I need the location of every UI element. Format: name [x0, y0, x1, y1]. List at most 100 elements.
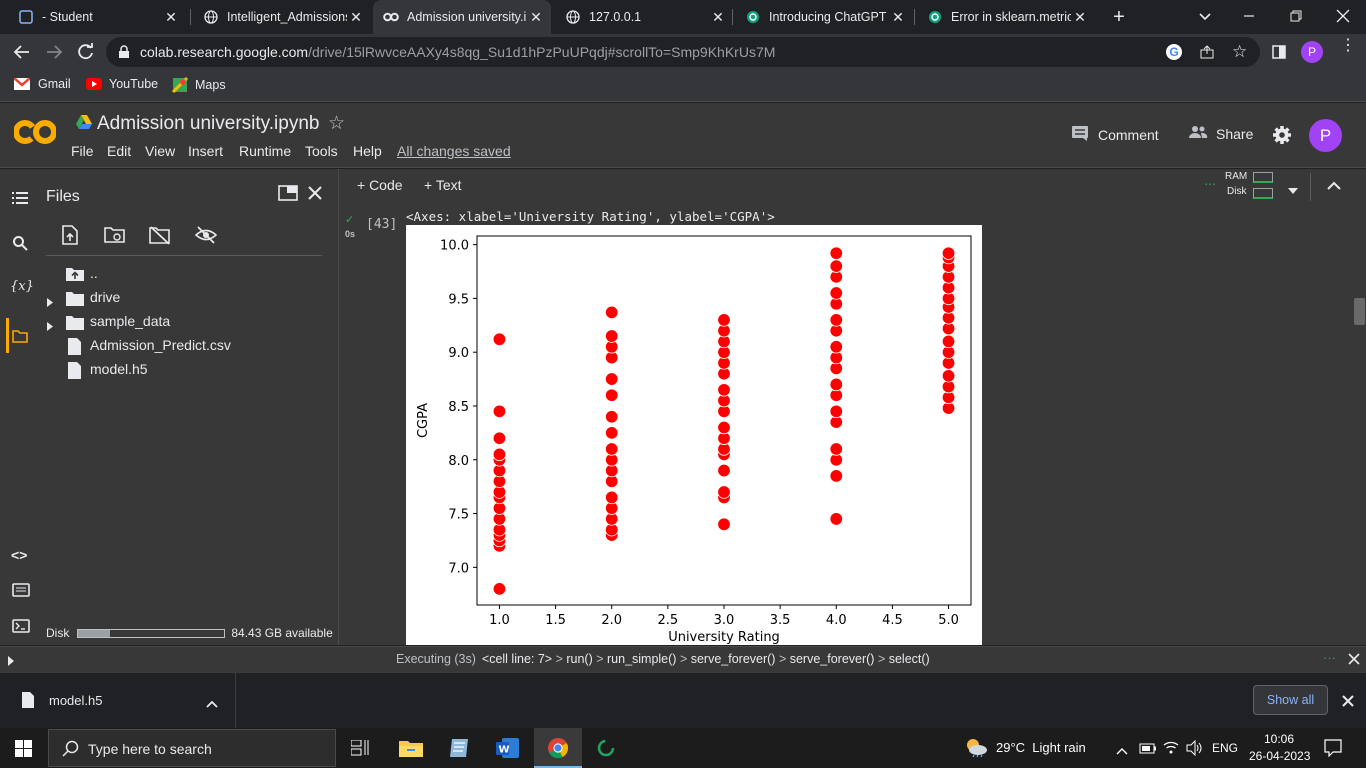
- bookmark-youtube[interactable]: YouTube: [86, 77, 158, 91]
- expand-arrow-icon[interactable]: [47, 318, 53, 334]
- wifi-icon[interactable]: [1163, 739, 1179, 758]
- collapse-header-icon[interactable]: [1327, 179, 1341, 194]
- forward-icon[interactable]: [44, 42, 64, 65]
- variables-icon[interactable]: {x}: [10, 279, 34, 294]
- folder-item[interactable]: sample_data: [38, 311, 328, 333]
- file-item[interactable]: model.h5: [38, 359, 328, 381]
- share-button[interactable]: Share: [1188, 125, 1253, 142]
- clock-time[interactable]: 10:06: [1264, 732, 1295, 746]
- task-view-icon[interactable]: [350, 739, 369, 759]
- menu-tools[interactable]: Tools: [305, 143, 338, 159]
- google-lens-icon[interactable]: G: [1166, 44, 1182, 60]
- windows-start-icon[interactable]: [15, 740, 32, 760]
- close-window-button[interactable]: [1333, 6, 1353, 26]
- upload-file-icon[interactable]: [62, 225, 78, 248]
- download-item[interactable]: model.h5: [0, 673, 236, 729]
- menu-view[interactable]: View: [145, 143, 176, 159]
- show-all-button[interactable]: Show all: [1253, 685, 1328, 715]
- close-status-icon[interactable]: [1348, 653, 1360, 668]
- bookmark-star-icon[interactable]: ☆: [1232, 42, 1248, 61]
- folder-item[interactable]: drive: [38, 287, 328, 309]
- expand-status-icon[interactable]: [8, 654, 14, 669]
- browser-tab[interactable]: Admission university.ip ✕: [373, 0, 551, 34]
- close-panel-icon[interactable]: [306, 184, 324, 205]
- back-icon[interactable]: [12, 42, 32, 65]
- browser-tab[interactable]: 127.0.0.1 ✕: [555, 4, 733, 30]
- menu-edit[interactable]: Edit: [107, 143, 132, 159]
- notepad-app-icon[interactable]: [448, 738, 470, 761]
- trace-frame[interactable]: serve_forever(): [789, 652, 875, 666]
- close-tab-icon[interactable]: ✕: [1074, 8, 1086, 25]
- chevron-up-icon[interactable]: [206, 696, 218, 711]
- browser-tab[interactable]: Error in sklearn.metric ✕: [917, 4, 1095, 30]
- profile-avatar[interactable]: P: [1301, 41, 1323, 63]
- browser-tab[interactable]: Intelligent_Admissions ✕: [193, 4, 371, 30]
- settings-gear-icon[interactable]: [1272, 125, 1292, 148]
- side-panel-icon[interactable]: [1272, 45, 1286, 62]
- volume-icon[interactable]: [1186, 739, 1204, 759]
- mount-drive-icon[interactable]: [149, 225, 171, 248]
- menu-runtime[interactable]: Runtime: [239, 143, 292, 159]
- close-tab-icon[interactable]: ✕: [712, 8, 724, 25]
- star-notebook-icon[interactable]: ☆: [328, 113, 346, 134]
- add-text-button[interactable]: + Text: [424, 177, 462, 193]
- parent-directory-item[interactable]: ..: [38, 263, 328, 285]
- search-icon[interactable]: [12, 235, 28, 254]
- weather-text[interactable]: 29°C Light rain: [996, 740, 1086, 755]
- expand-arrow-icon[interactable]: [47, 294, 53, 310]
- close-download-bar-icon[interactable]: [1341, 694, 1355, 711]
- command-palette-icon[interactable]: [12, 583, 30, 600]
- bookmark-maps[interactable]: Maps: [171, 76, 226, 94]
- menu-file[interactable]: File: [71, 143, 94, 159]
- share-page-icon[interactable]: [1199, 44, 1215, 63]
- add-code-button[interactable]: + Code: [357, 177, 403, 193]
- trace-frame[interactable]: select(): [888, 652, 930, 666]
- runtime-dropdown-icon[interactable]: [1288, 182, 1298, 197]
- table-of-contents-icon[interactable]: [12, 191, 28, 208]
- trace-frame[interactable]: <cell line: 7>: [481, 652, 553, 666]
- hide-files-icon[interactable]: [194, 226, 218, 247]
- minimize-window-button[interactable]: [1240, 7, 1258, 25]
- close-tab-icon[interactable]: ✕: [165, 8, 177, 25]
- browser-menu-icon[interactable]: ⋮: [1340, 37, 1356, 54]
- close-tab-icon[interactable]: ✕: [892, 8, 904, 25]
- terminal-icon[interactable]: [12, 619, 30, 636]
- taskbar-search-box[interactable]: Type here to search: [48, 729, 336, 767]
- reload-icon[interactable]: [76, 42, 96, 65]
- notebook-title[interactable]: Admission university.ipynb: [97, 113, 320, 134]
- file-explorer-icon[interactable]: [399, 738, 423, 761]
- open-in-tab-icon[interactable]: [278, 185, 298, 204]
- spinner-app-icon[interactable]: [596, 738, 616, 761]
- tab-search-icon[interactable]: [1196, 7, 1214, 25]
- close-tab-icon[interactable]: ✕: [530, 8, 542, 25]
- vertical-scrollbar-thumb[interactable]: [1354, 298, 1365, 325]
- refresh-folder-icon[interactable]: [104, 226, 126, 247]
- notifications-icon[interactable]: [1324, 739, 1342, 760]
- word-app-icon[interactable]: W: [496, 737, 520, 762]
- folder-icon[interactable]: [12, 329, 28, 346]
- code-snippets-icon[interactable]: <>: [11, 547, 28, 563]
- file-item[interactable]: Admission_Predict.csv: [38, 335, 328, 357]
- trace-frame[interactable]: run_simple(): [607, 652, 677, 666]
- new-tab-button[interactable]: +: [1113, 6, 1125, 28]
- address-bar[interactable]: colab.research.google.com/drive/15lRwvce…: [106, 37, 1260, 67]
- account-avatar[interactable]: P: [1309, 119, 1342, 152]
- menu-help[interactable]: Help: [353, 143, 382, 159]
- browser-tab[interactable]: Introducing ChatGPT ✕: [735, 4, 913, 30]
- trace-frame[interactable]: run(): [566, 652, 593, 666]
- input-language[interactable]: ENG: [1212, 741, 1239, 755]
- chrome-icon[interactable]: [547, 737, 569, 762]
- trace-frame[interactable]: serve_forever(): [690, 652, 776, 666]
- menu-insert[interactable]: Insert: [188, 143, 224, 159]
- bookmark-gmail[interactable]: Gmail: [13, 77, 71, 91]
- lock-icon[interactable]: [118, 45, 130, 62]
- restore-window-button[interactable]: [1287, 7, 1305, 25]
- comment-button[interactable]: Comment: [1071, 125, 1159, 144]
- colab-logo[interactable]: [12, 117, 57, 147]
- clock-date[interactable]: 26-04-2023: [1249, 749, 1311, 763]
- browser-tab[interactable]: - Student ✕: [8, 4, 186, 30]
- close-tab-icon[interactable]: ✕: [350, 8, 362, 25]
- save-status[interactable]: All changes saved: [397, 143, 511, 159]
- tray-chevron-up-icon[interactable]: [1116, 743, 1128, 758]
- battery-icon[interactable]: [1139, 742, 1157, 757]
